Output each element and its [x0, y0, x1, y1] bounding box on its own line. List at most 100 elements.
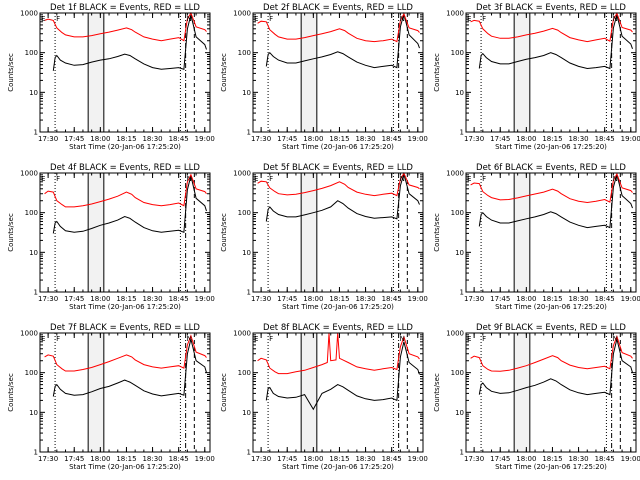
interval-letter: F — [482, 175, 486, 183]
x-tick-label: 18:30 — [355, 135, 375, 143]
shaded-interval — [301, 333, 317, 452]
x-tick-label: 17:30 — [464, 135, 484, 143]
interval-letter: E — [254, 175, 258, 183]
y-tick-label: 10 — [29, 249, 38, 257]
panel-title: Det 8f BLACK = Events, RED = LLD — [263, 323, 413, 333]
x-tick-label: 18:15 — [116, 455, 136, 463]
shaded-interval — [514, 13, 530, 132]
events-series-line — [52, 338, 207, 397]
interval-letter: N — [400, 15, 405, 23]
interval-letter: E — [467, 15, 471, 23]
interval-letter: E — [41, 335, 45, 343]
x-tick-label: 18:00 — [303, 135, 323, 143]
x-tick-label: 18:00 — [90, 135, 110, 143]
events-series-line — [52, 14, 207, 71]
interval-letter: E — [467, 335, 471, 343]
x-tick-label: 18:15 — [542, 135, 562, 143]
x-tick-label: 17:30 — [464, 455, 484, 463]
x-tick-label: 18:00 — [516, 295, 536, 303]
y-tick-label: 1000 — [20, 10, 38, 18]
x-tick-label: 18:45 — [169, 135, 189, 143]
y-tick-label: 1000 — [233, 10, 251, 18]
y-axis-label: Counts/sec — [7, 213, 15, 252]
x-tick-label: 19:00 — [195, 455, 215, 463]
x-tick-label: 18:00 — [90, 455, 110, 463]
interval-letter: F — [269, 15, 273, 23]
y-axis-label: Counts/sec — [220, 53, 228, 92]
x-tick-label: 18:15 — [116, 135, 136, 143]
panel: Det 6f BLACK = Events, RED = LLD 1 10 100 10… — [433, 163, 640, 311]
interval-letter: N — [613, 15, 618, 23]
y-tick-label: 1 — [34, 449, 38, 457]
x-tick-label: 18:30 — [568, 295, 588, 303]
y-tick-label: 10 — [242, 409, 251, 417]
plot-frame — [465, 12, 637, 133]
x-axis-label: Start Time (20-Jan-06 17:25:20) — [495, 143, 607, 151]
interval-letter: F — [56, 15, 60, 23]
x-tick-label: 17:30 — [38, 135, 58, 143]
panel-title: Det 9f BLACK = Events, RED = LLD — [476, 323, 626, 333]
x-tick-label: 17:45 — [64, 135, 84, 143]
x-tick-label: 18:45 — [595, 295, 615, 303]
lld-series-line — [257, 12, 420, 43]
interval-letter: F — [56, 175, 60, 183]
lld-series-line — [44, 173, 207, 208]
x-tick-label: 17:45 — [64, 295, 84, 303]
y-tick-label: 10 — [455, 409, 464, 417]
panel: Det 4f BLACK = Events, RED = LLD 1 10 100 10… — [7, 163, 215, 311]
y-axis-label: Counts/sec — [433, 213, 441, 252]
panel: Det 9f BLACK = Events, RED = LLD 1 10 100 10… — [433, 323, 640, 471]
shaded-interval — [301, 173, 317, 292]
shaded-interval — [514, 173, 530, 292]
y-tick-label: 10 — [455, 89, 464, 97]
y-tick-label: 100 — [25, 369, 38, 377]
panel-title: Det 3f BLACK = Events, RED = LLD — [476, 3, 626, 13]
x-tick-label: 18:45 — [169, 295, 189, 303]
y-tick-label: 1000 — [20, 170, 38, 178]
y-tick-label: 1 — [247, 289, 251, 297]
shaded-interval — [301, 13, 317, 132]
interval-letter: N — [400, 335, 405, 343]
panel: Det 5f BLACK = Events, RED = LLD 1 10 100 10… — [220, 163, 428, 311]
x-tick-label: 18:00 — [303, 295, 323, 303]
y-tick-label: 1000 — [20, 330, 38, 338]
x-tick-label: 17:45 — [277, 295, 297, 303]
plot-frame — [39, 172, 211, 293]
x-tick-label: 18:15 — [116, 295, 136, 303]
x-tick-label: 17:30 — [38, 455, 58, 463]
events-series-line — [478, 172, 633, 229]
plot-frame — [252, 172, 424, 293]
x-tick-label: 18:45 — [382, 135, 402, 143]
events-series-line — [52, 175, 207, 234]
interval-letter: N — [613, 175, 618, 183]
y-tick-label: 1 — [460, 449, 464, 457]
y-axis-label: Counts/sec — [433, 373, 441, 412]
x-tick-label: 17:45 — [490, 135, 510, 143]
shaded-interval — [88, 173, 104, 292]
panel-title: Det 7f BLACK = Events, RED = LLD — [50, 323, 200, 333]
plot-frame — [39, 12, 211, 133]
x-tick-label: 18:15 — [329, 135, 349, 143]
interval-letter: N — [400, 175, 405, 183]
x-tick-label: 19:00 — [621, 295, 640, 303]
y-axis-label: Counts/sec — [7, 373, 15, 412]
interval-letter: E — [254, 335, 258, 343]
y-tick-label: 100 — [25, 209, 38, 217]
x-tick-label: 17:30 — [464, 295, 484, 303]
shaded-interval — [514, 333, 530, 452]
x-tick-label: 19:00 — [408, 295, 428, 303]
events-series-line — [265, 172, 420, 222]
y-axis-label: Counts/sec — [7, 53, 15, 92]
lld-series-line — [470, 334, 633, 372]
lld-series-line — [257, 332, 420, 375]
x-tick-label: 17:30 — [251, 135, 271, 143]
x-tick-label: 17:45 — [277, 135, 297, 143]
x-tick-label: 19:00 — [195, 295, 215, 303]
plot-frame — [252, 332, 424, 453]
y-tick-label: 10 — [455, 249, 464, 257]
panel-title: Det 4f BLACK = Events, RED = LLD — [50, 163, 200, 173]
x-tick-label: 19:00 — [621, 455, 640, 463]
lld-series-line — [257, 172, 420, 197]
interval-letter: F — [56, 335, 60, 343]
